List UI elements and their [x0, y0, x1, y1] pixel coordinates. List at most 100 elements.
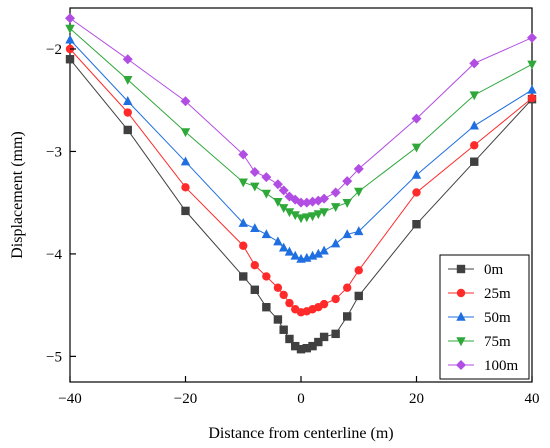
data-point: [331, 329, 340, 339]
legend-marker: [456, 337, 466, 347]
legend-entry: 0m: [448, 262, 504, 278]
series-line: [69, 39, 533, 260]
data-point: [249, 166, 260, 177]
data-point: [313, 210, 324, 220]
data-point: [278, 242, 289, 252]
data-point: [527, 60, 537, 70]
series-50m: [65, 34, 537, 263]
data-point: [123, 125, 132, 135]
data-point: [291, 341, 300, 351]
data-point: [354, 291, 363, 301]
data-point: [412, 188, 421, 197]
data-point: [342, 229, 352, 239]
data-point: [250, 260, 259, 270]
data-point: [123, 108, 132, 117]
data-point: [319, 193, 330, 204]
data-point: [273, 236, 283, 246]
data-point: [284, 246, 295, 256]
data-point: [262, 303, 271, 312]
data-point: [331, 294, 340, 304]
data-point: [470, 141, 479, 150]
data-point: [122, 54, 133, 65]
data-point: [250, 285, 259, 294]
data-point: [343, 283, 352, 292]
legend-entry: 25m: [448, 286, 511, 302]
data-point: [180, 96, 191, 107]
data-point: [239, 272, 248, 281]
series-layer: [65, 13, 537, 354]
data-point: [65, 24, 75, 34]
data-point: [353, 163, 364, 174]
data-point: [330, 238, 341, 248]
y-tick-label: −2: [46, 42, 62, 58]
data-point: [314, 337, 323, 347]
legend-marker: [456, 311, 466, 321]
data-point: [319, 332, 329, 342]
legend-label: 75m: [484, 334, 511, 350]
data-point: [296, 197, 306, 208]
data-point: [181, 183, 190, 192]
data-point: [123, 96, 133, 105]
legend-label: 50m: [484, 310, 511, 326]
data-point: [290, 211, 300, 221]
data-point: [412, 220, 421, 229]
data-point: [302, 213, 312, 223]
legend-label: 25m: [484, 286, 511, 302]
data-point: [527, 84, 537, 94]
data-point: [273, 197, 283, 207]
x-tick-label: 0: [297, 391, 305, 407]
data-point: [330, 203, 341, 212]
data-point: [470, 157, 479, 166]
data-point: [411, 113, 422, 124]
legend-entry: 75m: [448, 334, 511, 350]
data-point: [296, 214, 306, 224]
data-point: [250, 182, 260, 192]
data-point: [308, 341, 317, 351]
data-point: [330, 187, 341, 198]
legend-marker: [456, 264, 466, 274]
legend-marker: [456, 360, 466, 370]
data-point: [250, 223, 260, 233]
data-point: [343, 312, 352, 321]
data-point: [313, 248, 324, 258]
legend-label: 100m: [484, 358, 519, 374]
data-point: [123, 76, 133, 85]
data-point: [411, 169, 422, 179]
data-point: [285, 334, 294, 344]
series-75m: [65, 24, 537, 224]
data-point: [279, 325, 288, 334]
data-point: [181, 206, 190, 216]
x-tick-label: 20: [409, 391, 424, 407]
data-point: [278, 204, 289, 214]
data-point: [272, 179, 283, 190]
y-tick-label: −5: [46, 349, 62, 365]
x-tick-label: −20: [174, 391, 197, 407]
data-point: [342, 198, 352, 208]
data-point: [302, 343, 311, 353]
data-point: [469, 120, 479, 130]
data-point: [180, 128, 191, 138]
data-point: [278, 185, 289, 196]
data-point: [527, 93, 537, 103]
data-point: [261, 189, 272, 199]
data-point: [180, 156, 191, 166]
data-point: [411, 143, 422, 153]
y-tick-label: −3: [46, 144, 62, 160]
data-point: [273, 283, 283, 292]
data-point: [285, 298, 294, 308]
data-point: [290, 250, 300, 260]
data-point: [65, 13, 75, 24]
series-25m: [65, 44, 537, 317]
data-point: [273, 315, 283, 324]
data-point: [354, 266, 363, 275]
series-line: [69, 17, 533, 204]
data-point: [296, 345, 306, 354]
legend-entry: 50m: [448, 310, 511, 326]
data-point: [319, 245, 329, 255]
data-point: [261, 172, 272, 183]
data-point: [261, 229, 272, 239]
data-point: [238, 217, 248, 227]
data-point: [279, 290, 288, 300]
data-point: [527, 32, 537, 43]
